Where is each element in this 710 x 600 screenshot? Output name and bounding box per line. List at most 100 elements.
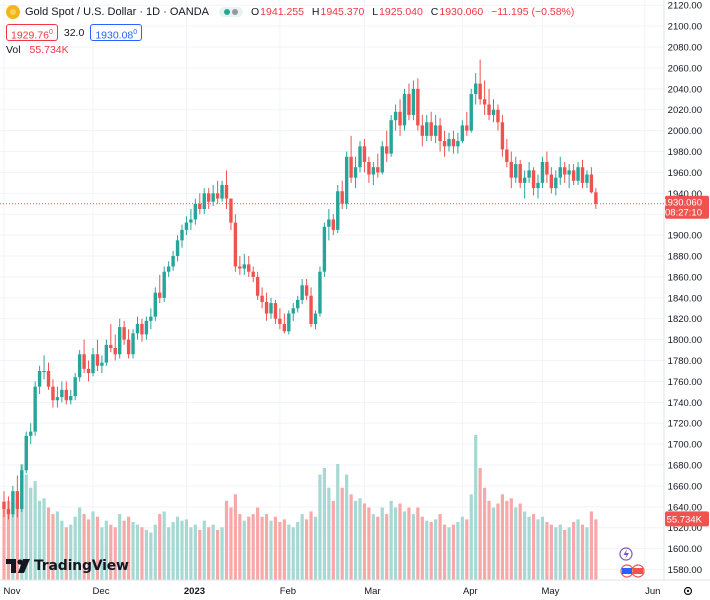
candle-body[interactable] — [478, 83, 482, 100]
buy-button[interactable]: 1930.080 — [90, 24, 143, 42]
candle-body[interactable] — [482, 99, 487, 105]
candle-body[interactable] — [465, 125, 469, 131]
candle-body[interactable] — [447, 138, 451, 147]
candle-body[interactable] — [91, 354, 95, 374]
candle-body[interactable] — [242, 264, 246, 269]
candle-body[interactable] — [563, 167, 567, 175]
candle-body[interactable] — [460, 125, 465, 142]
candle-body[interactable] — [149, 316, 153, 321]
candle-body[interactable] — [144, 320, 149, 335]
candle-body[interactable] — [322, 226, 327, 272]
candle-body[interactable] — [95, 354, 100, 366]
candle-body[interactable] — [109, 344, 113, 348]
candle-body[interactable] — [376, 167, 380, 173]
candle-body[interactable] — [505, 149, 509, 162]
candle-body[interactable] — [171, 256, 175, 267]
candle-body[interactable] — [545, 161, 549, 175]
candle-body[interactable] — [540, 161, 545, 183]
tradingview-logo[interactable]: TradingView — [6, 558, 129, 574]
candle-body[interactable] — [380, 146, 384, 173]
candle-body[interactable] — [69, 396, 73, 401]
candle-body[interactable] — [522, 177, 527, 183]
candle-body[interactable] — [122, 327, 126, 340]
candle-body[interactable] — [11, 491, 15, 515]
candle-body[interactable] — [589, 174, 594, 193]
candle-body[interactable] — [180, 229, 184, 241]
candle-body[interactable] — [509, 161, 513, 178]
candle-body[interactable] — [429, 122, 433, 136]
candle-body[interactable] — [389, 120, 393, 154]
candle-body[interactable] — [549, 174, 554, 189]
candle-body[interactable] — [576, 167, 580, 181]
candle-body[interactable] — [55, 397, 60, 401]
candle-body[interactable] — [367, 161, 371, 175]
candle-body[interactable] — [438, 125, 442, 142]
candle-body[interactable] — [291, 308, 295, 314]
candle-body[interactable] — [309, 295, 313, 324]
candle-body[interactable] — [353, 167, 358, 178]
market-status-indicator[interactable] — [219, 7, 243, 17]
candle-body[interactable] — [255, 276, 260, 296]
candle-body[interactable] — [184, 222, 189, 230]
candle-body[interactable] — [64, 389, 68, 401]
candle-body[interactable] — [33, 386, 37, 432]
candle-body[interactable] — [349, 156, 353, 178]
candle-body[interactable] — [37, 370, 42, 387]
candle-body[interactable] — [20, 470, 24, 509]
candle-body[interactable] — [500, 122, 505, 150]
candle-body[interactable] — [269, 303, 273, 314]
candle-body[interactable] — [118, 327, 122, 355]
candle-body[interactable] — [518, 164, 522, 183]
candle-body[interactable] — [393, 111, 398, 121]
candle-body[interactable] — [86, 368, 91, 374]
candle-body[interactable] — [567, 170, 571, 175]
candle-body[interactable] — [175, 240, 180, 257]
candle-body[interactable] — [287, 313, 291, 332]
candle-body[interactable] — [527, 170, 531, 178]
candle-body[interactable] — [331, 219, 335, 230]
candle-body[interactable] — [469, 94, 473, 131]
candle-body[interactable] — [153, 292, 157, 317]
candle-body[interactable] — [135, 323, 140, 334]
candle-body[interactable] — [278, 318, 282, 324]
candle-body[interactable] — [487, 104, 491, 115]
candle-body[interactable] — [531, 170, 536, 189]
candle-body[interactable] — [358, 146, 362, 168]
candle-body[interactable] — [260, 295, 264, 303]
candle-body[interactable] — [77, 354, 82, 378]
candle-body[interactable] — [300, 285, 304, 300]
candle-body[interactable] — [491, 109, 496, 115]
candle-body[interactable] — [131, 333, 135, 355]
candle-body[interactable] — [407, 94, 411, 115]
candle-body[interactable] — [433, 125, 438, 136]
candle-body[interactable] — [82, 354, 86, 369]
candle-body[interactable] — [158, 292, 162, 298]
candle-body[interactable] — [224, 184, 229, 199]
candle-body[interactable] — [29, 431, 33, 436]
candle-body[interactable] — [140, 323, 144, 335]
candle-body[interactable] — [296, 299, 300, 309]
candle-body[interactable] — [411, 88, 416, 115]
candle-body[interactable] — [340, 191, 344, 204]
candle-body[interactable] — [282, 323, 287, 332]
candle-body[interactable] — [162, 271, 166, 298]
candle-body[interactable] — [571, 170, 576, 181]
candle-body[interactable] — [594, 192, 598, 204]
candle-body[interactable] — [215, 193, 220, 199]
candle-body[interactable] — [318, 271, 322, 314]
candle-body[interactable] — [46, 370, 51, 387]
candle-body[interactable] — [104, 344, 109, 363]
candle-body[interactable] — [585, 174, 589, 183]
candle-body[interactable] — [402, 94, 407, 126]
last-price-badge[interactable] — [665, 195, 709, 219]
candle-body[interactable] — [100, 362, 104, 366]
candle-body[interactable] — [229, 198, 233, 223]
candle-body[interactable] — [336, 191, 340, 230]
candle-body[interactable] — [60, 389, 64, 398]
candle-body[interactable] — [113, 348, 117, 355]
candle-body[interactable] — [474, 83, 478, 95]
candle-body[interactable] — [554, 177, 558, 189]
settings-gear-icon[interactable] — [683, 586, 693, 596]
candle-body[interactable] — [580, 167, 585, 183]
